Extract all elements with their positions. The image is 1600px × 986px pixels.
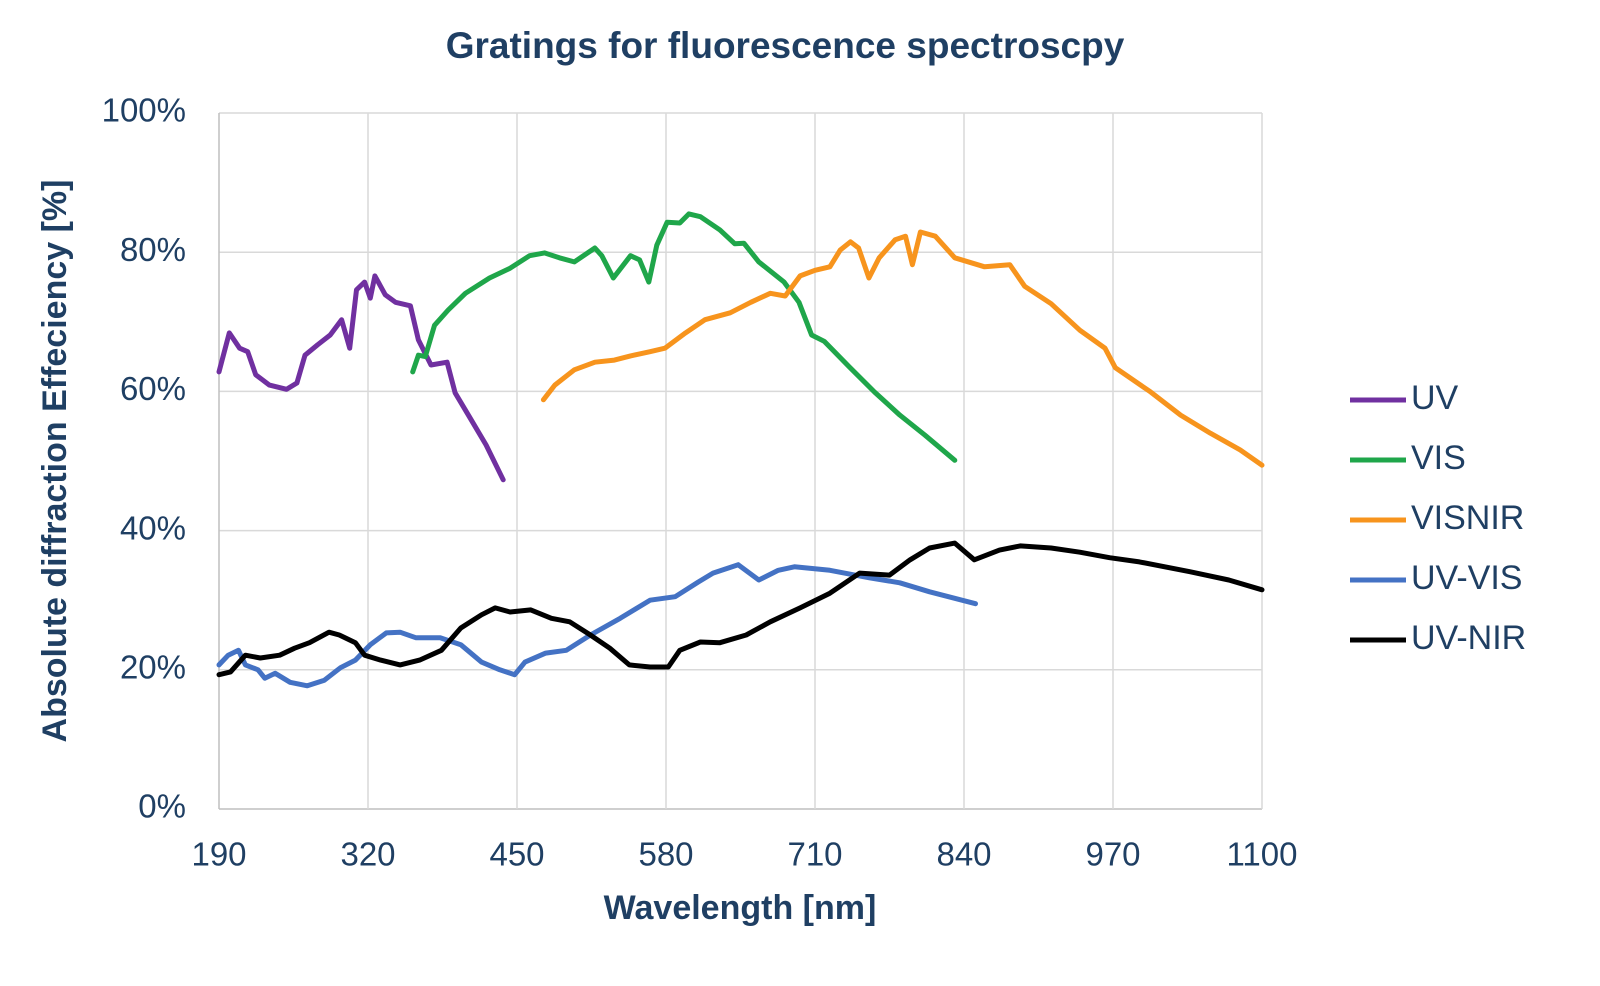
y-axis-label: Absolute diffraction Effeciency [%]: [36, 180, 74, 743]
legend-label: UV-NIR: [1411, 619, 1526, 657]
legend-label: UV: [1411, 379, 1459, 417]
chart-title: Gratings for fluorescence spectroscpy: [446, 25, 1125, 66]
x-tick-label: 580: [638, 836, 693, 873]
x-tick-label: 190: [191, 836, 246, 873]
series-line: [410, 211, 958, 463]
x-tick-label: 450: [489, 836, 544, 873]
y-tick-label: 60%: [120, 370, 186, 407]
x-axis-label: Wavelength [nm]: [604, 889, 877, 927]
series-line: [216, 562, 978, 689]
legend-label: VISNIR: [1411, 499, 1524, 537]
x-tick-label: 840: [936, 836, 991, 873]
legend-label: VIS: [1411, 439, 1466, 477]
x-tick-label: 320: [340, 836, 395, 873]
x-tick-label: 970: [1085, 836, 1140, 873]
x-tick-label: 710: [787, 836, 842, 873]
series-line: [216, 540, 1265, 678]
legend-label: UV-VIS: [1411, 559, 1522, 597]
y-tick-label: 20%: [120, 649, 186, 686]
series-line: [216, 273, 506, 483]
y-tick-label: 100%: [102, 92, 186, 129]
y-tick-label: 40%: [120, 509, 186, 546]
x-tick-label: 1100: [1227, 836, 1298, 873]
series-line: [540, 229, 1265, 468]
y-tick-label: 0%: [138, 788, 186, 825]
y-tick-label: 80%: [120, 231, 186, 268]
